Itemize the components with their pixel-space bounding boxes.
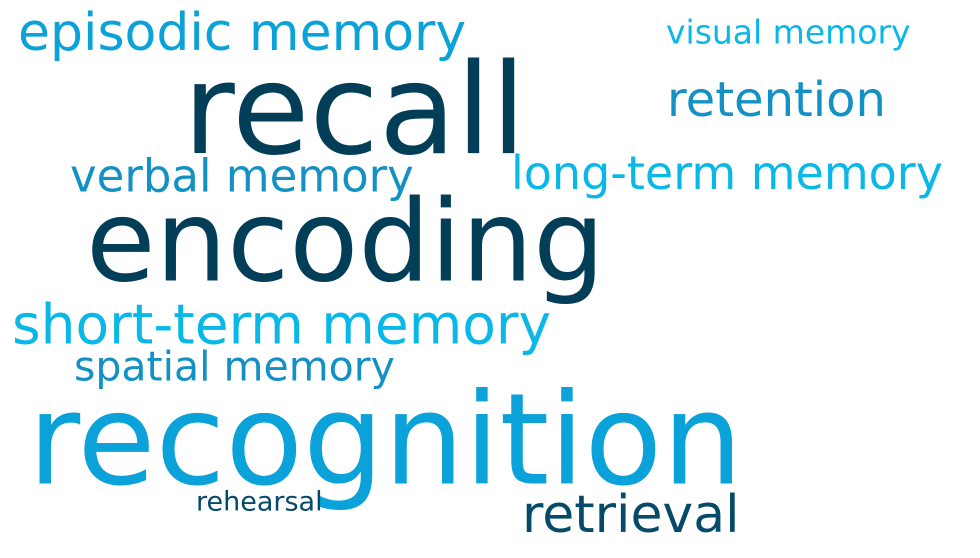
word-verbal-memory: verbal memory xyxy=(70,149,414,203)
word-recall: recall xyxy=(183,36,527,183)
word-visual-memory: visual memory xyxy=(666,12,911,52)
word-recognition: recognition xyxy=(28,365,743,514)
word-episodic-memory: episodic memory xyxy=(18,3,467,63)
word-rehearsal: rehearsal xyxy=(196,486,323,518)
word-long-term-memory: long-term memory xyxy=(511,146,943,200)
word-short-term-memory: short-term memory xyxy=(12,292,552,357)
word-spatial-memory: spatial memory xyxy=(74,342,395,391)
word-retrieval: retrieval xyxy=(522,485,740,545)
word-encoding: encoding xyxy=(86,175,605,308)
word-retention: retention xyxy=(667,72,886,128)
